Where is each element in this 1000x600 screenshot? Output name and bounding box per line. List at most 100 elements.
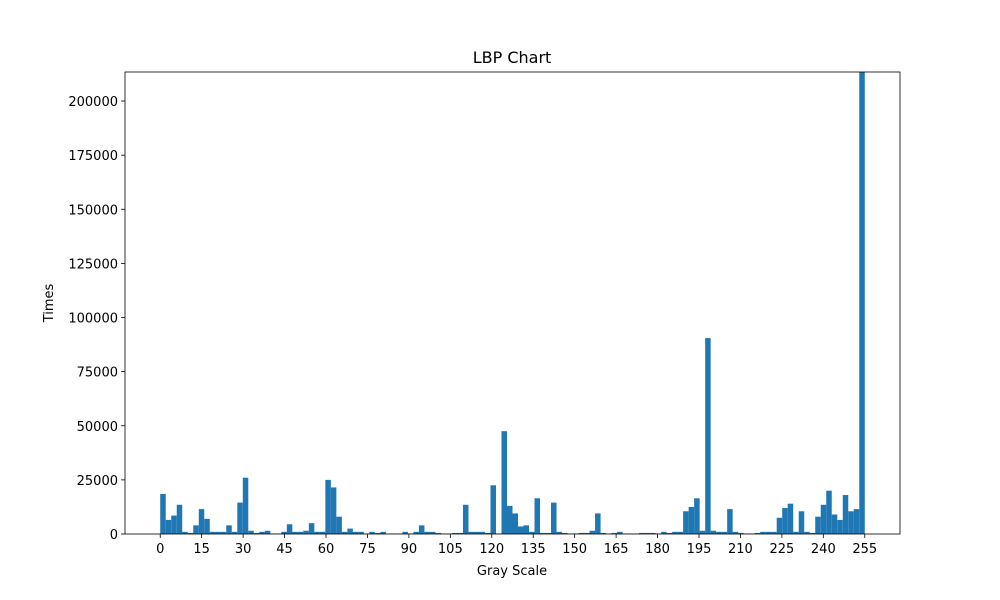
bar	[776, 517, 783, 534]
bar	[644, 532, 651, 534]
bar	[176, 504, 183, 534]
bar	[490, 485, 496, 534]
bar	[358, 531, 364, 534]
bar	[220, 531, 227, 534]
bar	[182, 531, 188, 534]
bar	[732, 531, 739, 534]
bar	[303, 530, 309, 534]
bar	[424, 531, 430, 534]
bar	[501, 431, 507, 534]
bar	[727, 509, 733, 534]
x-tick-label: 45	[276, 542, 293, 557]
bar	[484, 532, 491, 534]
bar	[716, 531, 722, 534]
bar	[793, 531, 799, 534]
bar	[451, 532, 458, 534]
bar	[248, 530, 254, 534]
x-tick-label: 225	[769, 542, 794, 557]
bar	[215, 531, 221, 534]
x-tick-label: 15	[193, 542, 210, 557]
bar	[859, 72, 865, 534]
bar	[738, 532, 744, 534]
bar	[518, 526, 524, 534]
bar	[402, 531, 408, 534]
y-tick-label: 75000	[77, 366, 118, 381]
bar	[837, 519, 843, 534]
y-tick-label: 150000	[68, 203, 118, 218]
bar	[699, 530, 706, 534]
x-tick-label: 105	[438, 542, 463, 557]
bar	[292, 531, 298, 534]
bar	[330, 487, 337, 534]
x-tick-label: 0	[156, 542, 164, 557]
bar	[710, 530, 717, 534]
bar	[771, 531, 777, 534]
bar	[308, 523, 315, 534]
bar	[842, 495, 849, 534]
x-tick-label: 210	[728, 542, 753, 557]
bar	[462, 504, 469, 534]
bar	[347, 528, 353, 534]
bar	[705, 338, 711, 534]
bar	[237, 502, 243, 534]
y-tick-label: 100000	[68, 312, 118, 327]
bar	[595, 513, 601, 534]
bar	[848, 511, 854, 534]
bar	[611, 532, 618, 534]
bar	[374, 532, 381, 534]
bar	[529, 531, 535, 534]
bar	[319, 531, 326, 534]
bar	[534, 498, 541, 534]
plot-frame	[124, 71, 901, 535]
bar	[650, 532, 656, 534]
x-tick-label: 30	[235, 542, 252, 557]
bar	[160, 493, 166, 534]
bar	[325, 479, 331, 534]
bar	[661, 531, 667, 534]
bar	[804, 531, 810, 534]
chart-title: LBP Chart	[473, 48, 552, 67]
bar	[765, 531, 772, 534]
bar	[418, 525, 425, 534]
bar	[435, 532, 441, 534]
bar	[787, 503, 794, 534]
bar	[165, 519, 172, 534]
x-tick-label: 180	[645, 542, 670, 557]
bar	[820, 504, 827, 534]
bar	[853, 509, 860, 534]
bar	[429, 531, 436, 534]
bar	[688, 506, 695, 534]
y-tick-label: 50000	[77, 420, 118, 435]
bar	[468, 531, 474, 534]
bar	[506, 505, 513, 534]
x-tick-label: 60	[318, 542, 335, 557]
bar	[253, 532, 260, 534]
x-tick-label: 135	[521, 542, 546, 557]
y-axis-label: Times	[42, 283, 57, 323]
bar	[782, 508, 788, 534]
bar	[683, 511, 689, 534]
y-tick-label: 25000	[77, 474, 118, 489]
x-tick-label: 165	[604, 542, 629, 557]
bar	[352, 531, 359, 534]
bar	[589, 530, 596, 534]
bar	[473, 531, 480, 534]
bar	[204, 518, 210, 534]
bar	[281, 531, 287, 534]
bar	[297, 531, 304, 534]
bar	[193, 525, 199, 534]
x-tick-label: 120	[479, 542, 504, 557]
bar	[815, 516, 821, 534]
bar	[617, 531, 623, 534]
bar	[639, 532, 645, 534]
bar	[578, 532, 585, 534]
bar	[198, 509, 205, 534]
bar	[672, 531, 678, 534]
y-tick-label: 0	[110, 528, 118, 543]
x-tick-label: 150	[562, 542, 587, 557]
bar	[600, 532, 607, 534]
bar	[209, 531, 216, 534]
x-tick-label: 90	[401, 542, 418, 557]
x-tick-label: 195	[687, 542, 712, 557]
